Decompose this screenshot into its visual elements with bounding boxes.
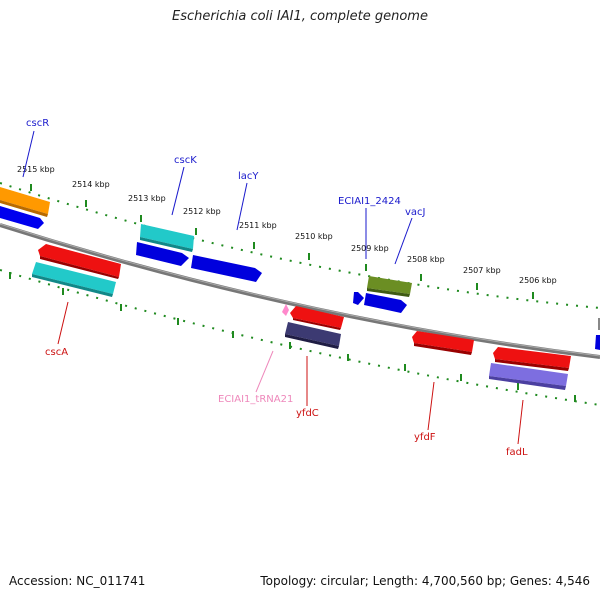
kbp-label: 2508 kbp	[407, 255, 445, 264]
kbp-label: 2514 kbp	[72, 180, 110, 189]
kbp-label: 2506 kbp	[519, 276, 557, 285]
genome-backbone-highlight	[0, 223, 600, 357]
genome-backbone	[0, 223, 600, 359]
genome-summary: Topology: circular; Length: 4,700,560 bp…	[260, 574, 590, 588]
gene-reverse-purple-1[interactable]	[285, 322, 341, 349]
inner-major-ticks	[9, 272, 576, 402]
gene-vacJ[interactable]	[364, 293, 407, 313]
gene-lacY[interactable]	[191, 255, 262, 282]
gene-label-yfdF[interactable]: yfdF	[414, 432, 436, 443]
kbp-label: 2512 kbp	[183, 207, 221, 216]
gene-yfdF[interactable]	[412, 331, 474, 355]
outer-major-ticks	[30, 184, 534, 299]
gene-label-lacY[interactable]: lacY	[238, 171, 259, 182]
gene-fadL[interactable]	[493, 347, 571, 371]
gene-ECIAI1_tRNA21[interactable]	[282, 304, 289, 316]
kbp-label: 2510 kbp	[295, 232, 333, 241]
gene-cscK[interactable]	[140, 224, 194, 252]
gene-cscA[interactable]	[32, 262, 116, 297]
gene-yfdC[interactable]	[290, 306, 344, 330]
gene-label-fadL[interactable]: fadL	[506, 447, 528, 458]
gene-label-ECIAI1_2424[interactable]: ECIAI1_2424	[338, 196, 401, 207]
inner-tick-track	[0, 269, 600, 406]
label-leaders	[22, 130, 524, 445]
kbp-label: 2509 kbp	[351, 244, 389, 253]
gene-forward-2[interactable]	[136, 242, 189, 266]
gene-forward-4[interactable]	[595, 335, 600, 350]
gene-label-vacJ[interactable]: vacJ	[405, 207, 426, 218]
gene-label-cscA[interactable]: cscA	[45, 347, 68, 358]
gene-forward-1[interactable]	[0, 206, 44, 229]
gene-label-cscK[interactable]: cscK	[174, 155, 197, 166]
gene-label-cscR[interactable]: cscR	[26, 118, 49, 129]
accession-label: Accession: NC_011741	[9, 574, 146, 588]
map-title: Escherichia coli IAI1, complete genome	[172, 9, 428, 24]
gene-ECIAI1_2424[interactable]	[367, 276, 412, 297]
gene-label-yfdC[interactable]: yfdC	[296, 408, 319, 419]
gene-cscR[interactable]	[0, 187, 50, 217]
gene-label-ECIAI1_tRNA21[interactable]: ECIAI1_tRNA21	[218, 394, 293, 405]
kbp-label: 2511 kbp	[239, 221, 277, 230]
kbp-label: 2507 kbp	[463, 266, 501, 275]
kbp-label: 2513 kbp	[128, 194, 166, 203]
gene-red-1[interactable]	[38, 244, 121, 279]
outer-tick-track	[0, 182, 600, 309]
gene-reverse-purple-2[interactable]	[489, 363, 568, 390]
kbp-label: 2515 kbp	[17, 165, 55, 174]
gene-forward-3[interactable]	[353, 292, 364, 305]
